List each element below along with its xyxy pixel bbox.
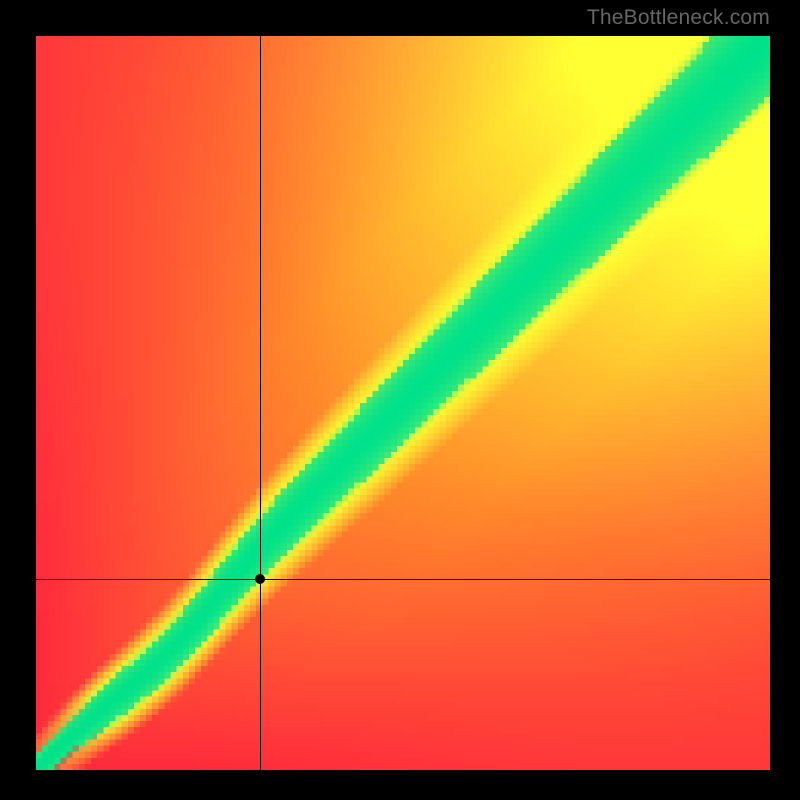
crosshair-vertical xyxy=(260,36,261,770)
heatmap-canvas xyxy=(36,36,770,770)
watermark-label: TheBottleneck.com xyxy=(587,6,770,30)
heatmap-plot xyxy=(36,36,770,770)
crosshair-horizontal xyxy=(36,579,770,580)
crosshair-marker xyxy=(255,574,265,584)
